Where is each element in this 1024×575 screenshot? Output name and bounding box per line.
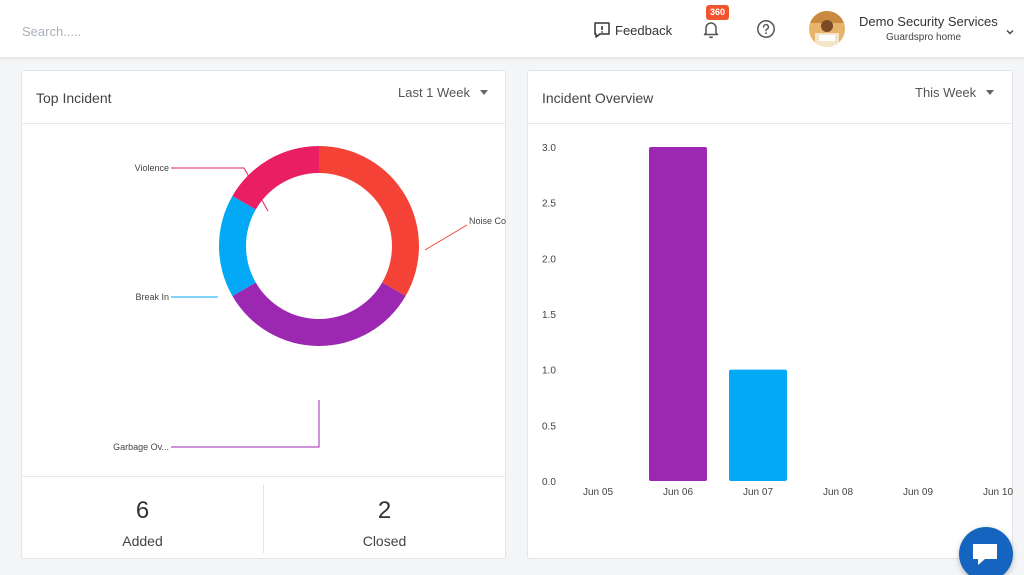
y-tick-label: 3.0 bbox=[542, 143, 556, 154]
card-title: Incident Overview bbox=[542, 90, 654, 106]
y-tick-label: 2.5 bbox=[542, 199, 556, 210]
slice-leader-line bbox=[171, 400, 320, 448]
x-tick-label: Jun 10 bbox=[983, 487, 1013, 498]
divider bbox=[263, 485, 264, 553]
card-title: Top Incident bbox=[36, 90, 112, 106]
incident-stats: 6 Added 2 Closed bbox=[22, 476, 505, 560]
chat-icon bbox=[973, 544, 997, 565]
stat-closed: 2 Closed bbox=[264, 477, 505, 561]
top-bar: Feedback 360 Demo Security Services Guar… bbox=[0, 0, 1024, 58]
x-tick-label: Jun 08 bbox=[823, 487, 853, 498]
bar-chart: 0.0 0.5 1.0 1.5 2.0 2.5 3.0 Jun 05 Jun 06 Jun 07 J… bbox=[542, 143, 1013, 498]
card-header: Top Incident Last 1 Week bbox=[22, 71, 505, 124]
slice-label: Violence bbox=[135, 163, 169, 173]
week-dropdown[interactable]: This Week bbox=[915, 85, 995, 100]
notification-bell-icon[interactable] bbox=[700, 18, 722, 40]
stat-label: Closed bbox=[362, 533, 407, 549]
date-range-dropdown[interactable]: Last 1 Week bbox=[398, 85, 489, 100]
slice-label: Break In bbox=[135, 292, 169, 302]
y-tick-label: 0.0 bbox=[542, 477, 556, 488]
slice-label: Garbage Ov... bbox=[113, 442, 169, 452]
x-tick-label: Jun 06 bbox=[663, 487, 693, 498]
stat-value: 6 bbox=[135, 497, 150, 524]
x-tick-label: Jun 05 bbox=[583, 487, 613, 498]
card-header: Incident Overview This Week bbox=[528, 71, 1012, 124]
stat-added: 6 Added bbox=[22, 477, 263, 561]
donut-slice[interactable] bbox=[232, 282, 406, 347]
chat-button[interactable] bbox=[959, 527, 1013, 575]
y-tick-label: 2.0 bbox=[542, 254, 556, 265]
slice-label: Noise Co bbox=[469, 216, 506, 226]
help-icon[interactable] bbox=[756, 19, 776, 39]
feedback-icon bbox=[592, 20, 612, 40]
chevron-down-icon[interactable] bbox=[1005, 24, 1015, 35]
y-tick-label: 0.5 bbox=[542, 421, 556, 432]
stat-label: Added bbox=[122, 533, 163, 549]
date-range-label: Last 1 Week bbox=[398, 85, 471, 100]
week-label: This Week bbox=[915, 85, 977, 100]
slice-leader-line bbox=[171, 167, 269, 212]
search-input[interactable] bbox=[22, 21, 222, 41]
x-tick-label: Jun 09 bbox=[903, 487, 933, 498]
incident-overview-card: Incident Overview This Week 0.0 0.5 1.0 1.5… bbox=[527, 70, 1013, 559]
bar[interactable] bbox=[649, 147, 707, 481]
caret-down-icon bbox=[480, 90, 489, 95]
donut-slice[interactable] bbox=[219, 196, 256, 296]
top-incident-card: Top Incident Last 1 Week Noise Co Garbage… bbox=[21, 70, 506, 559]
slice-leader-line bbox=[424, 224, 468, 251]
user-subtitle: Guardspro home bbox=[886, 32, 962, 43]
feedback-button[interactable]: Feedback bbox=[592, 19, 672, 41]
stat-value: 2 bbox=[377, 497, 392, 524]
donut-slice[interactable] bbox=[232, 146, 319, 210]
y-tick-label: 1.5 bbox=[542, 310, 556, 321]
y-tick-label: 1.0 bbox=[542, 366, 556, 377]
bar[interactable] bbox=[729, 369, 787, 481]
caret-down-icon bbox=[986, 90, 995, 95]
notification-badge: 360 bbox=[706, 5, 730, 20]
x-tick-label: Jun 07 bbox=[743, 487, 773, 498]
donut-slice[interactable] bbox=[319, 146, 419, 296]
feedback-label: Feedback bbox=[615, 22, 673, 38]
donut-chart: Noise Co Garbage Ov... Break In Violence bbox=[113, 146, 506, 452]
user-name: Demo Security Services bbox=[859, 14, 998, 29]
user-avatar[interactable] bbox=[809, 11, 845, 47]
